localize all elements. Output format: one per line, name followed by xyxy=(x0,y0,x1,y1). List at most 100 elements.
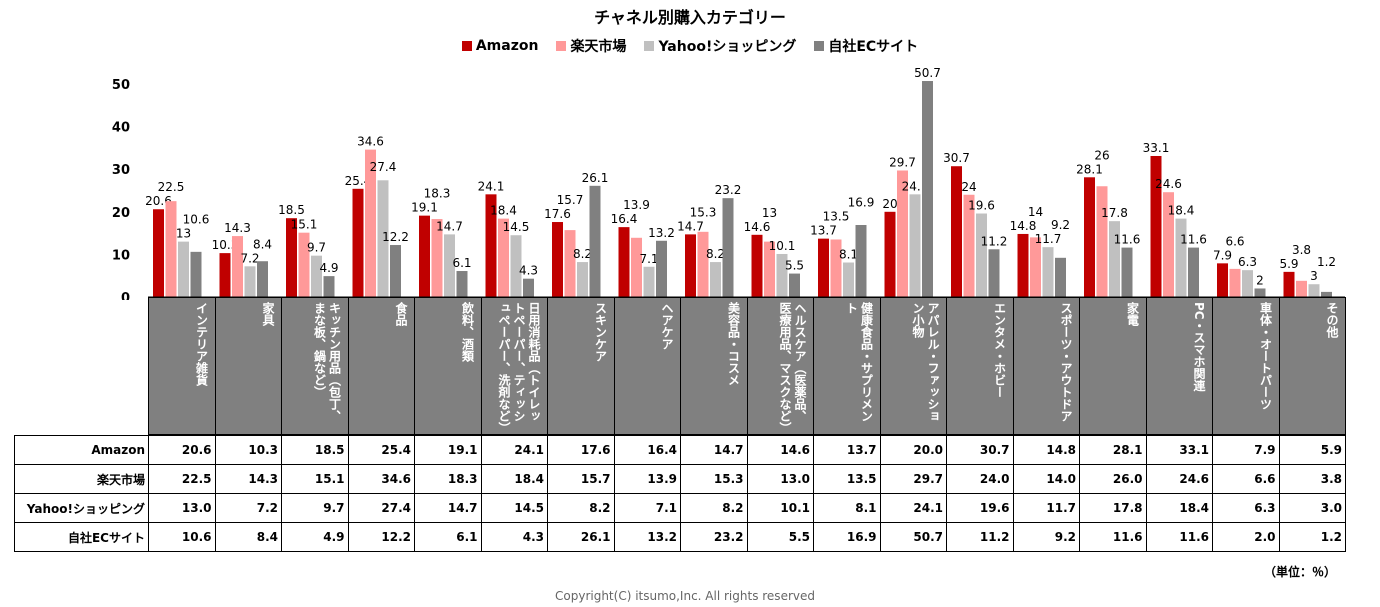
data-label: 28.1 xyxy=(1076,162,1103,176)
bar xyxy=(178,241,189,297)
bar xyxy=(577,262,588,297)
table-cell: 28.1 xyxy=(1079,435,1147,465)
table-cell: 18.4 xyxy=(480,464,548,494)
table-cell: 7.1 xyxy=(613,493,681,523)
legend-item: 楽天市場 xyxy=(556,36,626,56)
bar xyxy=(764,241,775,297)
table-cell: 6.3 xyxy=(1212,493,1280,523)
data-label: 8.1 xyxy=(839,247,858,261)
bar xyxy=(710,262,721,297)
data-label: 2 xyxy=(1256,273,1264,287)
bar xyxy=(909,194,921,297)
data-label: 8.2 xyxy=(706,247,725,261)
table-cell: 10.6 xyxy=(148,522,216,552)
unit-note: （単位：％） xyxy=(1263,565,1336,579)
data-label: 24.1 xyxy=(478,179,505,193)
y-tick-label: 30 xyxy=(112,163,130,178)
data-label: 14.5 xyxy=(503,220,530,234)
table-cell: 14.8 xyxy=(1012,435,1080,465)
legend: Amazon 楽天市場 Yahoo!ショッピング 自社ECサイト xyxy=(0,36,1380,56)
table-cell: 8.2 xyxy=(680,493,748,523)
bar xyxy=(976,213,987,297)
bar xyxy=(922,81,933,297)
data-label: 27.4 xyxy=(370,160,397,174)
table-cell: 11.2 xyxy=(946,522,1014,552)
bar xyxy=(631,237,642,297)
data-label: 13.5 xyxy=(823,210,850,224)
data-label: 7.9 xyxy=(1213,248,1232,262)
table-cell: 20.6 xyxy=(148,435,216,465)
data-label: 8.2 xyxy=(573,247,592,261)
table-cell: 18.3 xyxy=(414,464,482,494)
bar xyxy=(219,253,231,297)
table-cell: 27.4 xyxy=(347,493,415,523)
table-cell: 13.5 xyxy=(813,464,881,494)
data-label: 6.6 xyxy=(1225,234,1244,248)
bar xyxy=(697,231,709,297)
data-label: 14.8 xyxy=(1010,219,1037,233)
data-label: 9.7 xyxy=(307,241,326,255)
data-label: 13.7 xyxy=(810,224,837,238)
chart-title: チャネル別購入カテゴリー xyxy=(594,8,786,27)
category-label: ヘアケア xyxy=(613,297,681,435)
data-label: 24.6 xyxy=(1155,177,1182,191)
table-cell: 13.0 xyxy=(148,493,216,523)
bar xyxy=(897,170,908,297)
table-cell: 22.5 xyxy=(148,464,216,494)
table-cell: 34.6 xyxy=(347,464,415,494)
table-cell: 20.0 xyxy=(879,435,947,465)
bar xyxy=(298,232,310,297)
legend-swatch xyxy=(461,41,472,51)
table-cell: 14.0 xyxy=(1012,464,1080,494)
table-cell: 14.7 xyxy=(414,493,482,523)
table-cell: 24.1 xyxy=(480,435,548,465)
table-cell: 14.3 xyxy=(214,464,282,494)
row-label: 自社ECサイト xyxy=(14,522,149,552)
table-cell: 14.6 xyxy=(746,435,814,465)
y-tick-label: 0 xyxy=(121,291,130,300)
table-cell: 13.2 xyxy=(613,522,681,552)
data-label: 9.2 xyxy=(1051,218,1070,232)
bar xyxy=(311,255,322,297)
bar xyxy=(830,239,842,297)
y-tick-label: 40 xyxy=(112,121,130,136)
category-label: 日用消耗品（トイレットペーパー、ティッシュペーパー、洗剤など） xyxy=(480,297,548,435)
data-label: 10.6 xyxy=(183,213,210,227)
bar xyxy=(165,201,177,297)
table-cell: 24.1 xyxy=(879,493,947,523)
bar xyxy=(855,225,867,297)
data-label: 30.7 xyxy=(943,151,970,165)
bar xyxy=(390,245,401,297)
table-cell: 26.1 xyxy=(547,522,615,552)
table-cell: 11.7 xyxy=(1012,493,1080,523)
data-label: 19.6 xyxy=(968,199,995,213)
table-cell: 30.7 xyxy=(946,435,1014,465)
bar xyxy=(656,240,667,297)
bar xyxy=(286,218,297,297)
data-label: 29.7 xyxy=(889,155,916,169)
data-label: 26.1 xyxy=(582,171,609,185)
data-label: 33.1 xyxy=(1143,141,1170,155)
category-label: スポーツ・アウトドア xyxy=(1012,297,1080,435)
table-cell: 12.2 xyxy=(347,522,415,552)
table-cell: 16.9 xyxy=(813,522,881,552)
data-label: 13 xyxy=(176,227,191,241)
data-label: 11.6 xyxy=(1180,233,1207,247)
data-label: 14.6 xyxy=(744,220,771,234)
bar xyxy=(884,211,896,297)
category-label: エンタメ・ホビー xyxy=(946,297,1014,435)
data-label: 23.2 xyxy=(715,183,742,197)
data-label: 34.6 xyxy=(357,135,384,149)
data-label: 18.4 xyxy=(1168,204,1195,218)
legend-label: Amazon xyxy=(475,38,539,54)
category-label: 家具 xyxy=(214,297,282,435)
row-label: Amazon xyxy=(14,435,149,465)
bar xyxy=(589,185,601,297)
data-label: 3 xyxy=(1310,269,1318,283)
data-label: 24.1 xyxy=(902,179,929,193)
table-cell: 6.1 xyxy=(414,522,482,552)
table-cell: 4.3 xyxy=(480,522,548,552)
table-cell: 23.2 xyxy=(680,522,748,552)
category-label: 飲料、酒類 xyxy=(414,297,482,435)
bar xyxy=(485,194,497,297)
